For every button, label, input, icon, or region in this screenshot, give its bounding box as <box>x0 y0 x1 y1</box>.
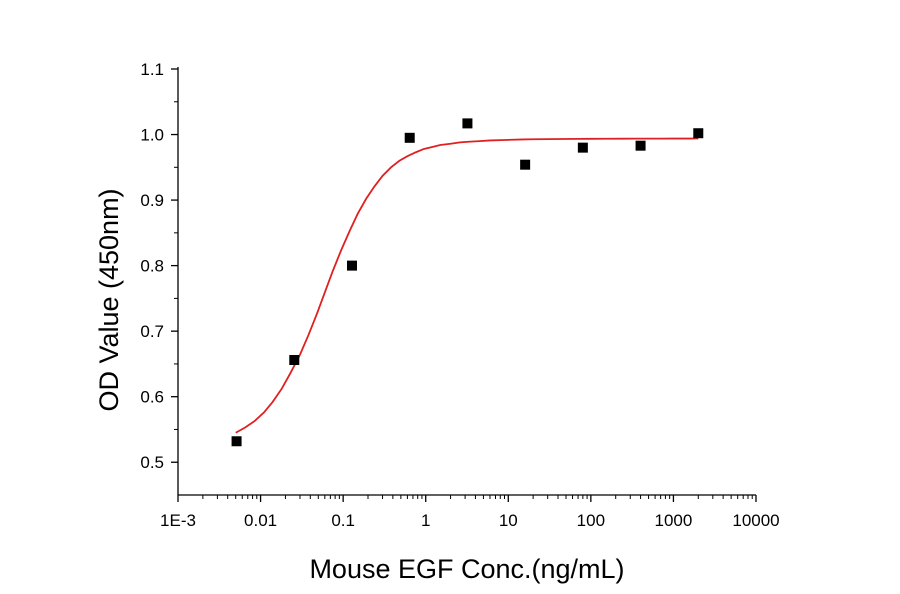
data-point <box>520 159 531 170</box>
data-point <box>462 118 473 129</box>
x-axis-ticks <box>177 495 757 502</box>
plot-area <box>231 118 704 447</box>
x-tick-label: 0.01 <box>244 511 277 530</box>
data-point <box>231 436 242 447</box>
x-tick-label: 1E-3 <box>160 511 196 530</box>
y-axis-title: OD Value (450nm) <box>94 188 124 411</box>
data-point <box>577 142 588 153</box>
y-tick-label: 0.6 <box>140 388 164 407</box>
data-point <box>693 128 704 139</box>
x-tick-label: 100 <box>577 511 605 530</box>
y-tick-label: 1.0 <box>140 126 164 145</box>
data-point <box>346 260 357 271</box>
x-tick-label: 10000 <box>732 511 779 530</box>
y-tick-label: 0.7 <box>140 322 164 341</box>
axes <box>177 67 756 496</box>
y-tick-label: 0.5 <box>140 453 164 472</box>
x-axis-title: Mouse EGF Conc.(ng/mL) <box>309 554 624 584</box>
data-point <box>404 132 415 143</box>
y-axis-ticks <box>171 68 178 463</box>
y-axis-tick-labels: 0.5 0.6 0.7 0.8 0.9 1.0 1.1 <box>140 60 164 472</box>
x-tick-label: 10 <box>499 511 518 530</box>
y-tick-label: 1.1 <box>140 60 164 79</box>
data-point <box>289 354 300 365</box>
data-point <box>635 140 646 151</box>
x-tick-label: 0.1 <box>331 511 355 530</box>
x-tick-label: 1000 <box>655 511 693 530</box>
x-tick-label: 1 <box>421 511 430 530</box>
y-tick-label: 0.9 <box>140 191 164 210</box>
y-tick-label: 0.8 <box>140 257 164 276</box>
x-axis-tick-labels: 1E-3 0.01 0.1 1 10 100 1000 10000 <box>160 511 780 530</box>
fit-curve <box>235 137 699 434</box>
